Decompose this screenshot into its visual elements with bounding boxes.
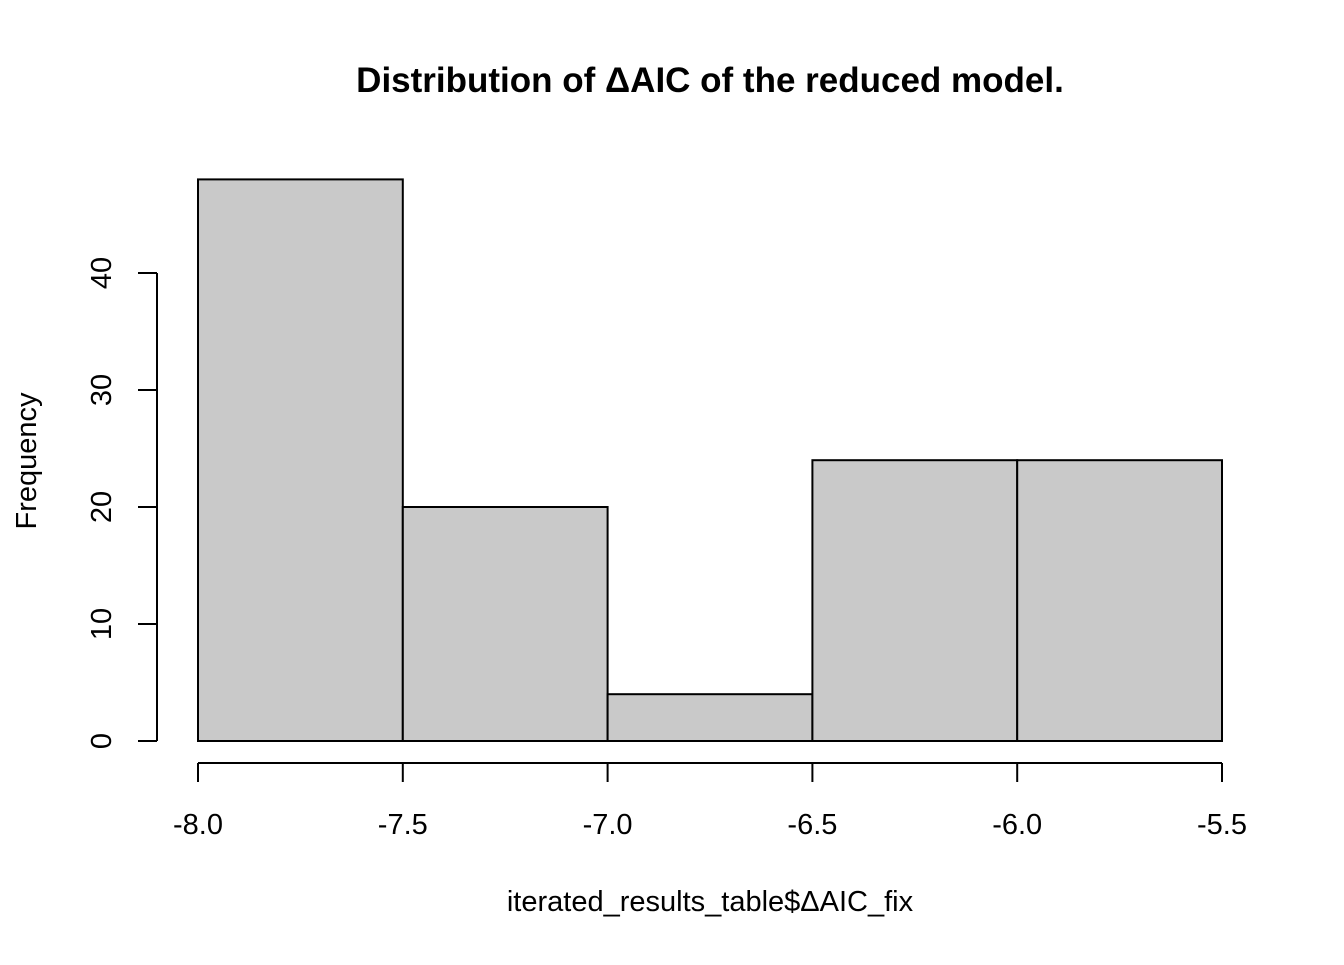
x-tick-label: -5.5 [1197, 809, 1247, 841]
x-tick-label: -7.0 [583, 809, 633, 841]
y-axis: 0 10 20 30 40 [86, 257, 158, 749]
bars-group [197, 178, 1224, 743]
y-tick-label: 10 [86, 608, 118, 640]
x-tick-label: -7.5 [378, 809, 428, 841]
histogram-bar [401, 506, 609, 742]
x-tick-label: -6.0 [992, 809, 1042, 841]
y-tick-label: 20 [86, 491, 118, 523]
histogram-bar [197, 178, 404, 742]
y-tick-label: 0 [86, 733, 118, 749]
y-tick-label: 30 [86, 374, 118, 406]
y-axis-label: Frequency [11, 392, 43, 530]
y-tick-label: 40 [86, 257, 118, 289]
x-tick-label: -6.5 [787, 809, 837, 841]
chart-title: Distribution of ΔAIC of the reduced mode… [356, 61, 1064, 100]
x-tick-label: -8.0 [173, 809, 223, 841]
histogram-bar [811, 459, 1019, 742]
x-axis: -8.0 -7.5 -7.0 -6.5 -6.0 -5.5 [173, 762, 1247, 841]
x-axis-label: iterated_results_table$ΔAIC_fix [507, 886, 914, 918]
histogram-bar [606, 693, 814, 743]
histogram-bar [1016, 459, 1224, 742]
